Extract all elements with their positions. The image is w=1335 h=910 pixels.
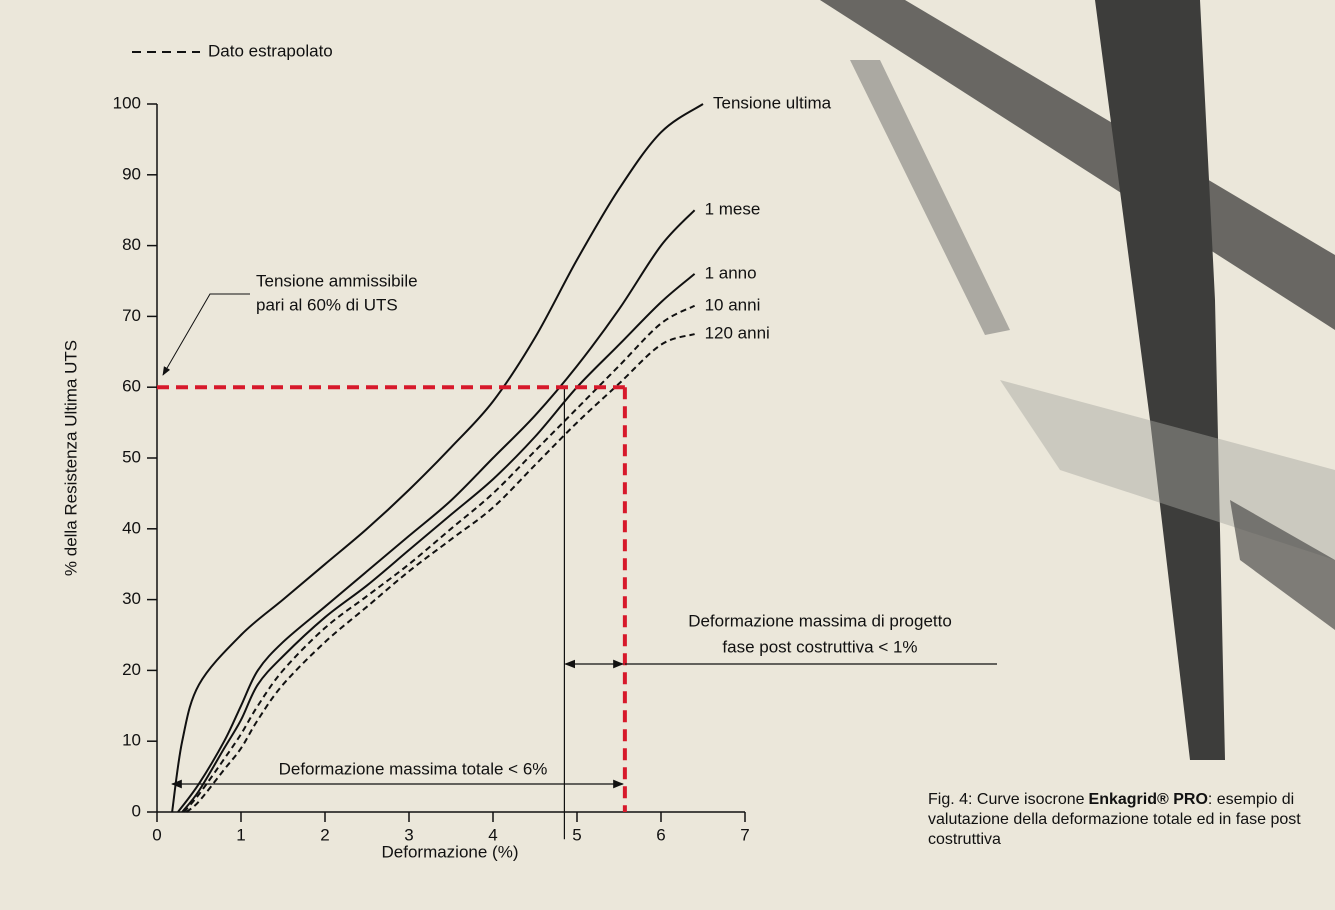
y-tick-label: 60: [122, 377, 141, 396]
x-tick-label: 5: [572, 825, 581, 844]
caption-text: : esempio di valutazione della deformazi…: [928, 791, 1301, 848]
series-label: 10 anni: [705, 295, 761, 314]
series-line: [181, 273, 696, 813]
y-tick-label: 40: [122, 518, 141, 537]
x-tick-label: 2: [320, 825, 329, 844]
background-photo: [820, 0, 1335, 760]
x-tick-label: 4: [488, 825, 497, 844]
x-tick-label: 3: [404, 825, 413, 844]
series-label: Tensione ultima: [713, 93, 832, 112]
annotation: pari al 60% di UTS: [256, 295, 398, 314]
annotation: fase post costruttiva < 1%: [722, 637, 917, 656]
annotation-arrow: [162, 293, 250, 376]
x-tick-label: 6: [656, 825, 665, 844]
y-tick-label: 30: [122, 589, 141, 608]
x-tick-label: 7: [740, 825, 749, 844]
annotation: Tensione ammissibile: [256, 271, 418, 290]
series-line: [183, 304, 696, 813]
x-tick-label: 0: [152, 825, 161, 844]
annotation: Deformazione massima di progetto: [688, 611, 952, 630]
x-tick-label: 1: [236, 825, 245, 844]
series-line: [171, 103, 704, 813]
series-line: [185, 333, 695, 813]
y-tick-label: 10: [122, 731, 141, 750]
x-axis-title: Deformazione (%): [382, 842, 519, 861]
y-axis-title: % della Resistenza Ultima UTS: [61, 340, 80, 576]
caption-text: Fig. 4: Curve isocrone: [928, 791, 1085, 808]
legend-label: Dato estrapolato: [208, 41, 333, 60]
series-label: 120 anni: [705, 324, 770, 343]
y-tick-label: 90: [122, 164, 141, 183]
y-tick-label: 80: [122, 235, 141, 254]
y-tick-label: 100: [113, 93, 141, 112]
y-tick-label: 0: [132, 801, 141, 820]
caption: Fig. 4: Curve isocrone Enkagrid® PRO: ese…: [928, 790, 1333, 850]
annotation: Deformazione massima totale < 6%: [279, 759, 548, 778]
series-label: 1 anno: [705, 263, 757, 282]
series-line: [177, 209, 696, 813]
caption-brand: Enkagrid® PRO: [1088, 791, 1208, 808]
y-tick-label: 70: [122, 306, 141, 325]
y-tick-label: 20: [122, 660, 141, 679]
series-label: 1 mese: [705, 200, 761, 219]
y-tick-label: 50: [122, 447, 141, 466]
